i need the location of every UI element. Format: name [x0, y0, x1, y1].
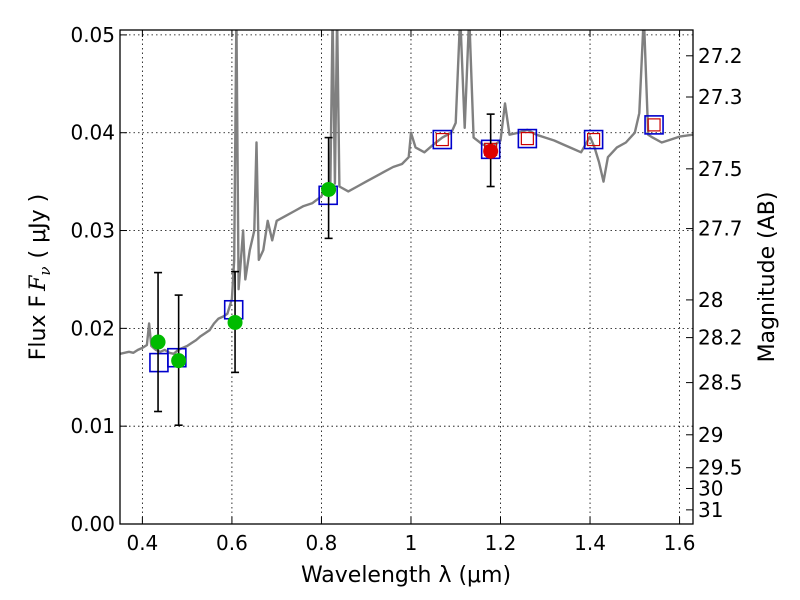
x-tick-label: 1.6 [664, 531, 696, 555]
y-tick-label: 0.01 [70, 414, 115, 438]
y2-tick-label: 27.2 [698, 44, 743, 68]
y-axis-label-main: Flux F [26, 295, 51, 360]
y2-tick-label: 28.2 [698, 326, 743, 350]
plot-area [120, 30, 693, 427]
y2-tick-label: 27.5 [698, 157, 743, 181]
detection-point-green [321, 181, 337, 197]
y2-tick-label: 27.7 [698, 217, 743, 241]
ticks: 0.4 0.6 0.8 1 1.2 1.4 1.6 0.00 0.01 0.02 0.03 0.04 0… [70, 23, 742, 555]
detection-point-green [150, 334, 166, 350]
y-axis-label-symbol: F [26, 275, 51, 292]
y-tick-label: 0.03 [70, 219, 115, 243]
model-photometry-inner-box [647, 118, 661, 132]
model-photometry-box [517, 128, 538, 149]
y2-tick-label: 28 [698, 288, 723, 312]
x-tick-label: 1.2 [485, 531, 517, 555]
y-tick-label: 0.02 [70, 316, 115, 340]
x-tick-label: 1 [405, 531, 418, 555]
y-axis-label-group: Flux F Fν ( μJy ) [26, 194, 54, 360]
y2-axis-label: Magnitude (AB) [755, 192, 780, 363]
photometry-point [227, 270, 243, 374]
photometry-point [150, 271, 166, 413]
model-photometry-box [432, 129, 453, 150]
model-photometry-inner-box [435, 132, 449, 147]
x-tick-label: 0.4 [126, 531, 158, 555]
photometry-point [321, 136, 337, 240]
y-tick-label: 0.05 [70, 23, 115, 47]
y2-tick-label: 28.5 [698, 371, 743, 395]
y-tick-label: 0.04 [70, 121, 115, 145]
y2-tick-label: 27.3 [698, 85, 743, 109]
y-axis-label-sub: ν [36, 266, 54, 275]
y2-tick-label: 31 [698, 498, 723, 522]
detection-point-green [171, 353, 187, 369]
plot-frame [119, 29, 694, 525]
model-photometry-inner-box [587, 132, 601, 147]
model-photometry-inner-box [520, 131, 534, 146]
model-photometry-box [583, 129, 604, 150]
y2-tick-label: 29.5 [698, 456, 743, 480]
detection-point-green [227, 314, 243, 330]
y-axis-label-unit: ( μJy ) [26, 194, 51, 259]
x-axis-label: Wavelength λ (μm) [301, 563, 511, 588]
photometry-point [171, 294, 187, 427]
model-photometry-box [644, 115, 664, 135]
model-spectrum-line [120, 30, 693, 355]
x-tick-label: 1.4 [574, 531, 606, 555]
photometry-point [483, 113, 499, 188]
y2-tick-label: 30 [698, 476, 723, 500]
y-tick-label: 0.00 [70, 512, 115, 536]
detection-point-red [483, 143, 499, 159]
x-tick-label: 0.8 [306, 531, 338, 555]
x-tick-label: 0.6 [216, 531, 248, 555]
y-axis-label: Flux F Fν ( μJy ) [26, 194, 54, 360]
y2-tick-label: 29 [698, 423, 723, 447]
